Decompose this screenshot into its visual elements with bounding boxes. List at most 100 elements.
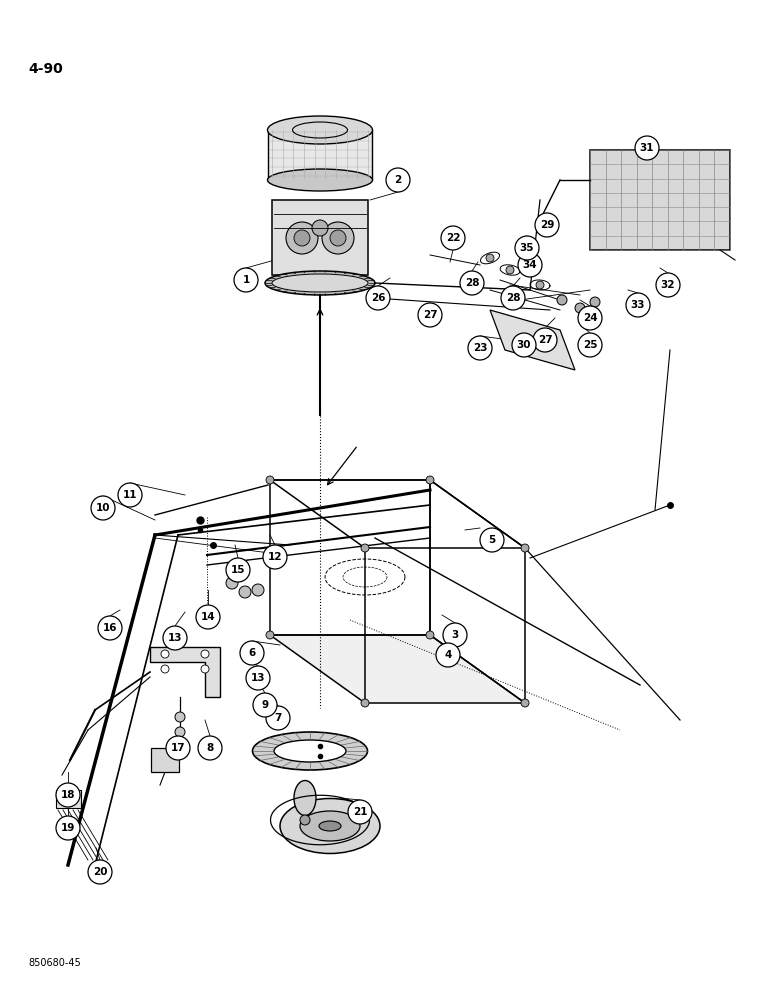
- Circle shape: [198, 736, 222, 760]
- Text: 17: 17: [171, 743, 185, 753]
- Circle shape: [460, 271, 484, 295]
- Text: 30: 30: [516, 340, 531, 350]
- Circle shape: [361, 544, 369, 552]
- Circle shape: [557, 295, 567, 305]
- Circle shape: [322, 222, 354, 254]
- Circle shape: [266, 476, 274, 484]
- Circle shape: [533, 328, 557, 352]
- Text: 18: 18: [61, 790, 75, 800]
- Circle shape: [590, 297, 600, 307]
- Ellipse shape: [300, 811, 360, 841]
- Text: 22: 22: [445, 233, 460, 243]
- Text: 28: 28: [506, 293, 520, 303]
- Circle shape: [443, 623, 467, 647]
- Text: 8: 8: [206, 743, 214, 753]
- Text: 15: 15: [231, 565, 245, 575]
- Circle shape: [578, 333, 602, 357]
- Circle shape: [441, 226, 465, 250]
- Circle shape: [521, 699, 529, 707]
- Circle shape: [196, 605, 220, 629]
- Text: 27: 27: [537, 335, 552, 345]
- Circle shape: [201, 650, 209, 658]
- Ellipse shape: [252, 732, 367, 770]
- Text: 2: 2: [394, 175, 401, 185]
- Text: 28: 28: [465, 278, 479, 288]
- Circle shape: [506, 266, 514, 274]
- Circle shape: [512, 333, 536, 357]
- Ellipse shape: [272, 274, 368, 292]
- Text: 7: 7: [274, 713, 282, 723]
- Circle shape: [286, 222, 318, 254]
- Circle shape: [635, 136, 659, 160]
- Ellipse shape: [294, 780, 316, 816]
- Circle shape: [300, 815, 310, 825]
- Text: 27: 27: [423, 310, 437, 320]
- Text: 14: 14: [201, 612, 215, 622]
- FancyBboxPatch shape: [590, 150, 730, 250]
- Circle shape: [386, 168, 410, 192]
- Circle shape: [175, 712, 185, 722]
- Text: 12: 12: [268, 552, 283, 562]
- Polygon shape: [272, 200, 368, 275]
- Circle shape: [468, 336, 492, 360]
- Text: 850680-45: 850680-45: [28, 958, 81, 968]
- Circle shape: [515, 236, 539, 260]
- Circle shape: [312, 220, 328, 236]
- Circle shape: [266, 631, 274, 639]
- Circle shape: [266, 706, 290, 730]
- Circle shape: [56, 816, 80, 840]
- Circle shape: [253, 693, 277, 717]
- Circle shape: [294, 230, 310, 246]
- FancyBboxPatch shape: [151, 748, 179, 772]
- Circle shape: [118, 483, 142, 507]
- Circle shape: [426, 476, 434, 484]
- Circle shape: [426, 631, 434, 639]
- Text: 25: 25: [583, 340, 598, 350]
- Text: 26: 26: [371, 293, 385, 303]
- Circle shape: [201, 665, 209, 673]
- Text: 4-90: 4-90: [28, 62, 63, 76]
- Ellipse shape: [268, 169, 373, 191]
- Text: 16: 16: [103, 623, 117, 633]
- Circle shape: [175, 727, 185, 737]
- Polygon shape: [490, 310, 575, 370]
- Circle shape: [239, 586, 251, 598]
- Text: 19: 19: [61, 823, 75, 833]
- Circle shape: [361, 699, 369, 707]
- Text: 20: 20: [93, 867, 107, 877]
- Circle shape: [418, 303, 442, 327]
- Circle shape: [535, 213, 559, 237]
- Text: 3: 3: [452, 630, 459, 640]
- Text: 4: 4: [445, 650, 452, 660]
- Text: 34: 34: [523, 260, 537, 270]
- Circle shape: [501, 286, 525, 310]
- Circle shape: [98, 616, 122, 640]
- Ellipse shape: [265, 271, 375, 295]
- Text: 9: 9: [262, 700, 269, 710]
- Ellipse shape: [268, 116, 373, 144]
- Circle shape: [626, 293, 650, 317]
- Circle shape: [226, 558, 250, 582]
- Circle shape: [656, 273, 680, 297]
- Text: 13: 13: [251, 673, 266, 683]
- Circle shape: [161, 650, 169, 658]
- Circle shape: [91, 496, 115, 520]
- Circle shape: [366, 286, 390, 310]
- Circle shape: [348, 800, 372, 824]
- Text: 24: 24: [583, 313, 598, 323]
- Text: 33: 33: [631, 300, 645, 310]
- Polygon shape: [268, 130, 372, 180]
- Circle shape: [521, 544, 529, 552]
- Circle shape: [56, 783, 80, 807]
- Text: 35: 35: [520, 243, 534, 253]
- Text: 11: 11: [123, 490, 137, 500]
- Ellipse shape: [280, 798, 380, 854]
- Circle shape: [480, 528, 504, 552]
- Text: 29: 29: [540, 220, 554, 230]
- Circle shape: [166, 736, 190, 760]
- Text: 5: 5: [489, 535, 496, 545]
- Text: 1: 1: [242, 275, 249, 285]
- Text: 32: 32: [661, 280, 676, 290]
- Circle shape: [246, 666, 270, 690]
- Ellipse shape: [319, 821, 341, 831]
